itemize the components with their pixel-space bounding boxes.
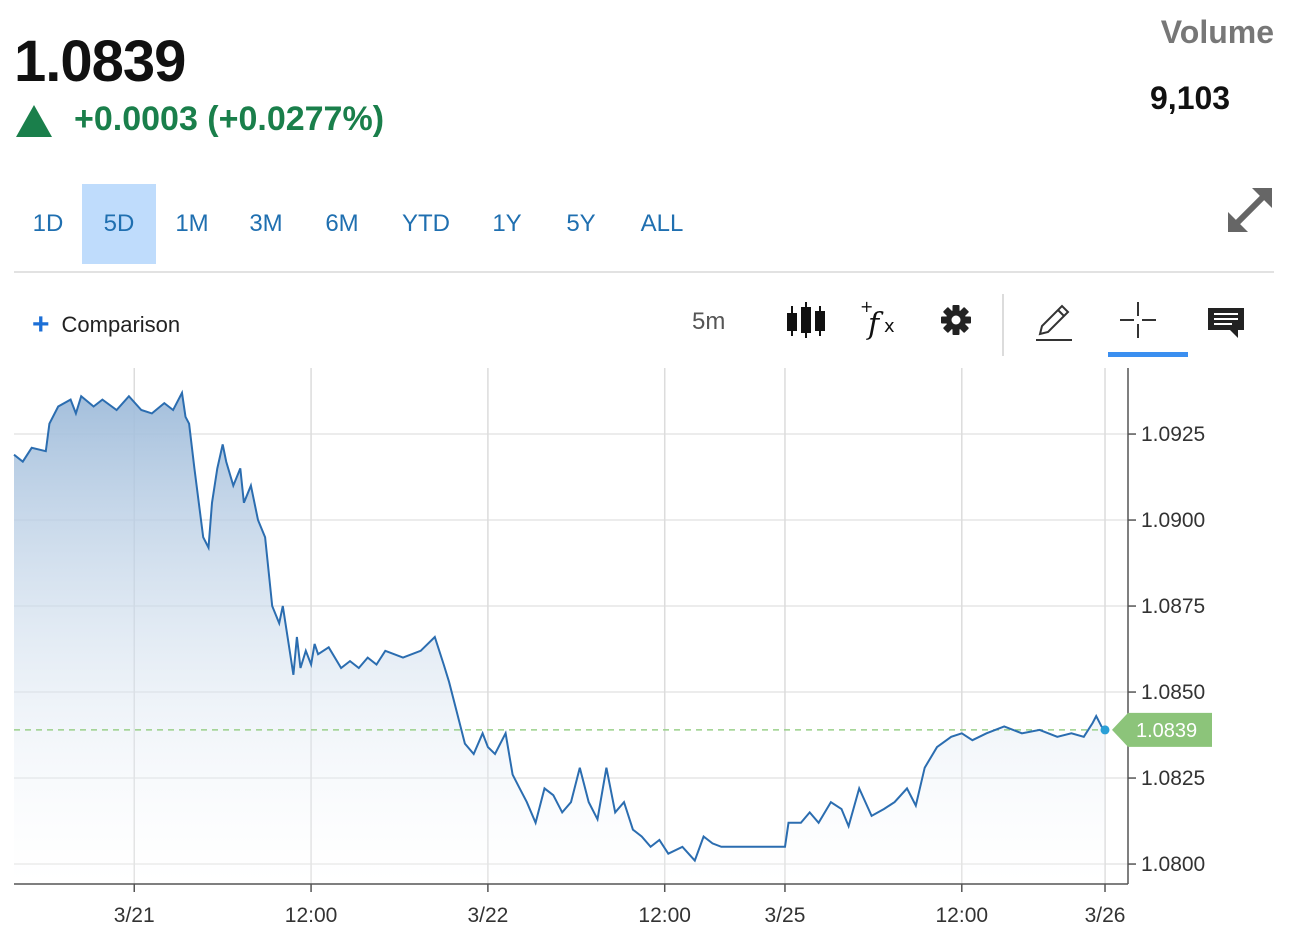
range-tab-1m[interactable]: 1M xyxy=(175,210,209,237)
plus-icon: + xyxy=(32,308,50,341)
last-price-marker: 1.0839 xyxy=(1112,712,1212,747)
toolbar-separator xyxy=(1002,294,1004,356)
up-triangle-icon xyxy=(16,104,52,137)
x-tick-label: 3/22 xyxy=(467,904,508,927)
x-tick-label: 12:00 xyxy=(285,904,338,927)
chart-toolbar: + Comparison 5m + f x xyxy=(0,290,1296,360)
price-change-text: +0.0003 (+0.0277%) xyxy=(74,100,385,138)
volume-label: Volume xyxy=(1160,14,1274,50)
header-divider xyxy=(14,271,1274,273)
range-tab-5d[interactable]: 5D xyxy=(82,184,156,264)
active-tool-indicator xyxy=(1108,352,1188,357)
x-tick-label: 3/26 xyxy=(1085,904,1126,927)
crosshair-icon[interactable] xyxy=(1116,298,1160,342)
range-tab-3m[interactable]: 3M xyxy=(249,210,283,237)
comment-icon[interactable] xyxy=(1204,298,1248,342)
y-tick-label: 1.0850 xyxy=(1141,681,1205,704)
range-tab-1y[interactable]: 1Y xyxy=(492,210,522,237)
y-tick-label: 1.0925 xyxy=(1141,423,1205,446)
svg-text:+: + xyxy=(860,298,873,316)
last-price-dot xyxy=(1100,725,1110,735)
range-tab-5y[interactable]: 5Y xyxy=(566,210,596,237)
last-price-label: 1.0839 xyxy=(1136,720,1197,742)
range-tab-all[interactable]: ALL xyxy=(640,210,684,237)
x-tick-label: 12:00 xyxy=(936,904,989,927)
price-change: +0.0003 (+0.0277%) xyxy=(16,100,384,139)
pencil-icon[interactable] xyxy=(1032,298,1076,342)
y-tick-label: 1.0825 xyxy=(1141,767,1205,790)
volume-value: 9,103 xyxy=(1150,80,1231,116)
y-tick-label: 1.0800 xyxy=(1141,853,1205,876)
range-tab-1d[interactable]: 1D xyxy=(32,210,64,237)
last-price: 1.0839 xyxy=(14,29,186,94)
range-tab-ytd[interactable]: YTD xyxy=(402,210,450,237)
gear-icon[interactable] xyxy=(934,298,978,342)
x-tick-label: 3/21 xyxy=(114,904,155,927)
range-tabs: 1D 5D 1M 3M 6M YTD 1Y 5Y ALL xyxy=(14,184,704,264)
y-tick-label: 1.0900 xyxy=(1141,509,1205,532)
comparison-label: Comparison xyxy=(61,312,181,337)
interval-selector[interactable]: 5m xyxy=(692,308,726,335)
y-tick-label: 1.0875 xyxy=(1141,595,1205,618)
x-tick-label: 12:00 xyxy=(638,904,691,927)
range-tab-6m[interactable]: 6M xyxy=(325,210,359,237)
expand-icon[interactable] xyxy=(1222,182,1278,238)
price-line xyxy=(13,389,1106,863)
price-area-fill xyxy=(14,392,1105,884)
svg-text:x: x xyxy=(884,316,895,337)
x-tick-label: 3/25 xyxy=(765,904,806,927)
candlestick-icon[interactable] xyxy=(784,298,828,342)
comparison-button[interactable]: + Comparison xyxy=(32,308,181,341)
indicators-fx-icon[interactable]: + f x xyxy=(858,298,902,342)
